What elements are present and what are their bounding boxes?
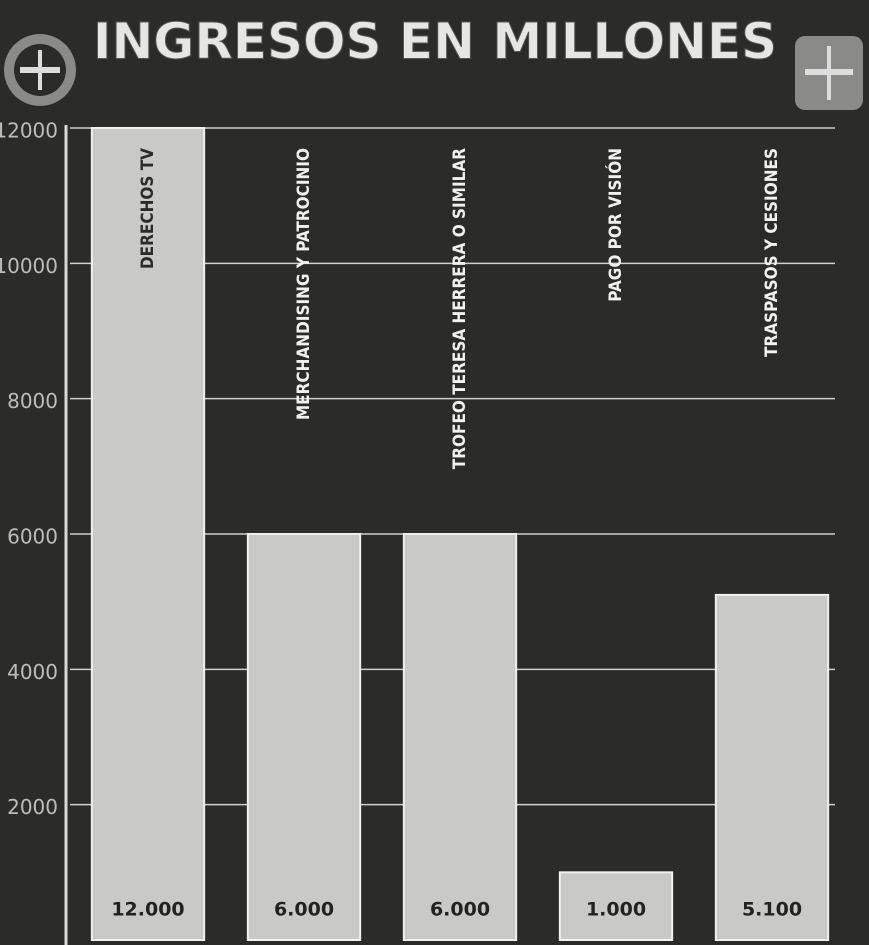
y-tick-label: 2000	[7, 795, 58, 819]
bar	[90, 127, 206, 941]
value-label: 5.100	[742, 899, 802, 921]
category-label: TRASPASOS Y CESIONES	[762, 148, 782, 357]
y-tick-label: 4000	[7, 660, 58, 684]
bar	[246, 533, 362, 941]
category-label: MERCHANDISING Y PATROCINIO	[294, 148, 314, 420]
bar	[402, 533, 518, 941]
logo-left	[4, 34, 76, 106]
category-label: DERECHOS TV	[138, 148, 158, 269]
chart-title: INGRESOS EN MILLONES	[93, 13, 777, 71]
y-tick-label: 12000	[0, 119, 58, 143]
value-label: 1.000	[586, 899, 646, 921]
value-label: 6.000	[274, 899, 334, 921]
y-tick-label: 6000	[7, 525, 58, 549]
value-label: 12.000	[111, 899, 184, 921]
bar	[714, 593, 830, 942]
category-label: PAGO POR VISIÓN	[604, 148, 626, 302]
logo-right	[795, 36, 863, 110]
y-tick-label: 10000	[0, 254, 58, 278]
bar	[558, 871, 674, 941]
value-label: 6.000	[430, 899, 490, 921]
category-label: TROFEO TERESA HERRERA O SIMILAR	[450, 148, 470, 469]
y-tick-label: 8000	[7, 389, 58, 413]
